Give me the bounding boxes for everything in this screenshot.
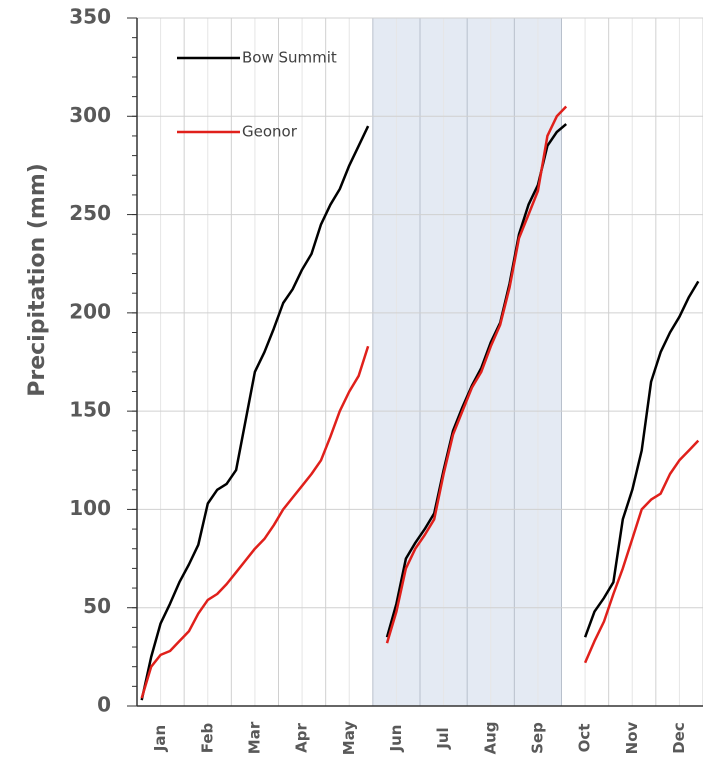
x-tick-label: Feb — [198, 722, 216, 753]
x-tick-label: Aug — [481, 721, 499, 754]
data-line — [140, 105, 700, 699]
data-line — [140, 123, 700, 701]
x-tick-label: Nov — [623, 721, 641, 754]
x-tick-label: Jul — [434, 727, 452, 749]
x-tick-label: Jan — [151, 725, 169, 752]
y-tick-label: 200 — [69, 299, 111, 323]
x-tick-label: Jun — [387, 725, 405, 753]
y-tick-label: 350 — [69, 5, 111, 29]
y-tick-label: 250 — [69, 201, 111, 225]
legend-label: Bow Summit — [242, 49, 337, 67]
x-tick-label: Dec — [670, 722, 688, 754]
y-axis-label: Precipitation (mm) — [25, 163, 50, 397]
y-tick-label: 300 — [69, 103, 111, 127]
y-tick-label: 50 — [83, 594, 111, 618]
y-tick-label: 150 — [69, 398, 111, 422]
x-tick-label: Mar — [245, 721, 263, 754]
y-tick-label: 0 — [97, 693, 111, 717]
x-tick-label: May — [340, 721, 358, 756]
y-tick-label: 100 — [69, 496, 111, 520]
x-tick-label: Sep — [528, 722, 546, 754]
legend-label: Geonor — [242, 123, 298, 141]
x-tick-label: Oct — [576, 724, 594, 753]
x-tick-label: Apr — [293, 723, 311, 753]
